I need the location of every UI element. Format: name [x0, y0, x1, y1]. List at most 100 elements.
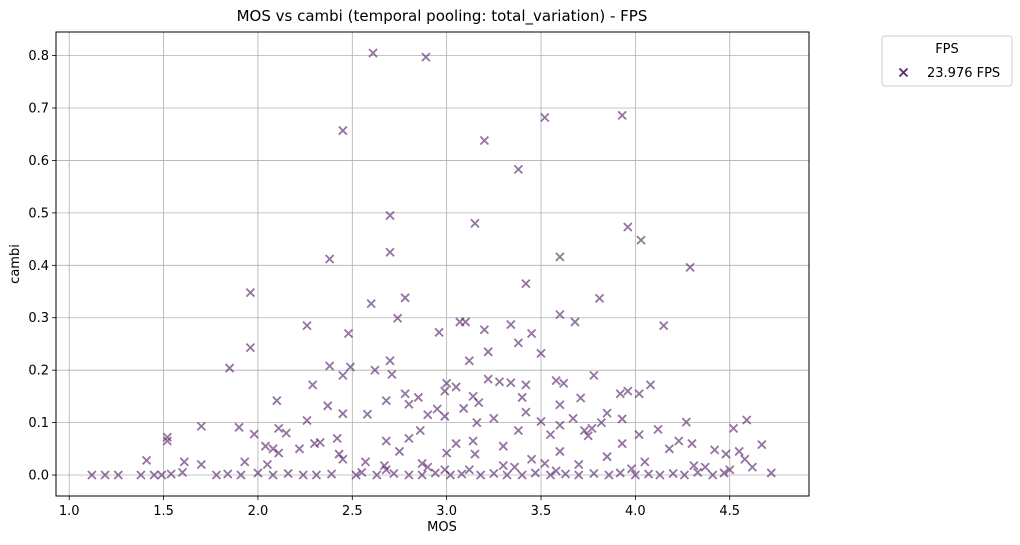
data-point	[100, 470, 110, 480]
data-point	[385, 210, 395, 221]
data-point	[526, 328, 537, 339]
x-tick-label: 2.0	[248, 504, 269, 519]
data-point	[521, 279, 531, 289]
data-point	[555, 252, 565, 262]
data-point	[464, 356, 474, 366]
data-point	[728, 423, 739, 434]
data-point	[325, 254, 335, 264]
data-point	[689, 460, 699, 471]
data-point	[526, 454, 537, 464]
data-point	[417, 458, 427, 469]
y-tick-label: 0.2	[28, 364, 49, 379]
data-point	[494, 377, 505, 387]
data-point	[551, 376, 561, 386]
legend-title: FPS	[935, 42, 959, 57]
data-point	[334, 449, 344, 459]
data-point	[434, 327, 444, 338]
data-point	[442, 448, 452, 458]
data-point	[472, 417, 482, 428]
data-point	[260, 441, 271, 451]
data-point	[385, 247, 395, 257]
chart-title: MOS vs cambi (temporal pooling: total_va…	[237, 7, 648, 26]
data-point	[113, 470, 123, 480]
y-tick-label: 0.8	[28, 49, 49, 64]
data-point	[602, 452, 612, 462]
data-point	[589, 468, 599, 479]
data-points	[87, 48, 776, 480]
data-point	[245, 287, 256, 298]
x-tick-label: 4.0	[625, 504, 646, 519]
data-point	[400, 389, 410, 399]
data-point	[560, 469, 571, 479]
data-point	[509, 462, 520, 472]
data-point	[272, 395, 282, 406]
data-point	[417, 470, 427, 480]
data-point	[268, 470, 278, 480]
data-point	[664, 444, 674, 454]
legend: FPS 23.976 FPS	[881, 35, 1013, 87]
data-point	[540, 112, 550, 123]
data-point	[141, 455, 152, 465]
data-point	[294, 444, 305, 454]
data-point	[249, 429, 259, 439]
data-point	[385, 356, 395, 366]
data-point	[725, 465, 735, 475]
data-point	[643, 469, 654, 479]
data-point	[623, 222, 633, 232]
data-point	[489, 413, 499, 424]
data-point	[502, 470, 512, 480]
data-point	[615, 389, 625, 399]
data-point	[302, 415, 312, 426]
data-point	[389, 468, 399, 479]
data-point	[474, 398, 484, 408]
data-point	[311, 470, 322, 480]
data-point	[423, 410, 433, 420]
data-point	[674, 436, 684, 446]
data-point	[196, 421, 206, 431]
data-point	[545, 470, 556, 480]
data-point	[579, 425, 590, 436]
x-tick-label: 2.5	[342, 504, 363, 519]
data-point	[423, 462, 433, 472]
data-point	[710, 445, 720, 455]
data-point	[483, 374, 493, 384]
data-point	[325, 361, 335, 371]
data-point	[555, 400, 565, 410]
data-point	[596, 417, 607, 428]
data-point	[360, 457, 371, 467]
data-point	[551, 466, 561, 476]
data-point	[708, 470, 718, 480]
data-point	[555, 446, 565, 457]
data-point	[236, 470, 246, 480]
y-tick-label: 0.0	[28, 469, 49, 484]
data-point	[634, 430, 644, 440]
data-point	[634, 389, 644, 399]
y-tick-label: 0.7	[28, 102, 49, 117]
data-point	[442, 378, 452, 388]
data-point	[457, 469, 467, 479]
data-point	[459, 403, 469, 414]
x-tick-label: 3.5	[531, 504, 552, 519]
data-point	[338, 454, 348, 464]
data-point	[687, 438, 697, 449]
x-tick-label: 4.5	[719, 504, 740, 519]
data-point	[338, 125, 348, 136]
data-point	[404, 433, 414, 443]
data-point	[721, 449, 731, 459]
data-point	[668, 468, 678, 479]
y-axis-ticks: 0.0 0.1 0.2 0.3 0.4 0.5 0.6 0.7 0.8	[28, 49, 56, 484]
data-point	[253, 468, 263, 478]
data-point	[362, 409, 373, 419]
data-point	[489, 468, 499, 479]
y-tick-label: 0.6	[28, 154, 49, 169]
data-point	[700, 462, 710, 472]
data-point	[653, 424, 663, 435]
data-point	[149, 470, 159, 480]
data-point	[404, 399, 414, 409]
data-point	[451, 382, 461, 392]
data-point	[440, 386, 450, 396]
y-tick-label: 0.5	[28, 206, 49, 221]
data-point	[570, 317, 580, 327]
data-point	[594, 293, 605, 303]
data-point	[370, 365, 380, 375]
